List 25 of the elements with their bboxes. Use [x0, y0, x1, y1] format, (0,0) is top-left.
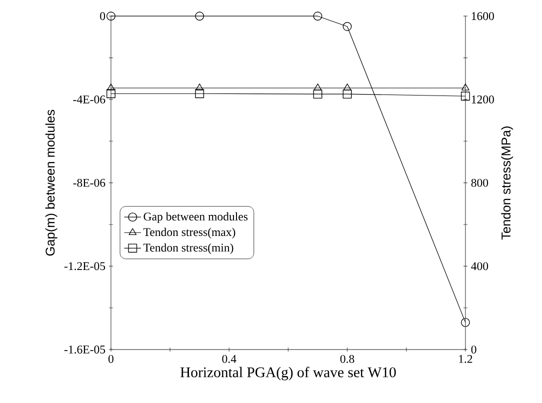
point	[460, 318, 470, 328]
y2-tick-label: 1600	[472, 12, 494, 20]
x-axis-title: Horizontal PGA(g) of wave set W10	[180, 367, 396, 381]
y2-tick-label: 1200	[472, 96, 494, 104]
y-tick-label: -8E-06	[73, 179, 106, 188]
point	[313, 12, 322, 21]
point	[106, 12, 116, 21]
legend-label: Gap between modules	[144, 212, 248, 224]
y-tick-label: -1.2E-05	[64, 262, 106, 270]
y-tick-label: 0	[100, 12, 106, 20]
y-axis-title: Gap(m) between modules	[45, 110, 58, 256]
x-tick-label: 0	[108, 355, 114, 364]
legend-label: Tendon stress(min)	[143, 244, 234, 254]
x-tick-label: 0.8	[340, 355, 354, 364]
x-tick-label: 1.2	[459, 355, 472, 364]
y2-tick-label: 400	[471, 262, 488, 270]
y2-axis-title: Tendon stress(MPa)	[501, 126, 514, 240]
point	[342, 22, 352, 32]
y-tick-label: -1.6E-05	[64, 346, 106, 354]
x-tick-label: 0.4	[222, 355, 236, 364]
y-tick-label: -4E-06	[73, 96, 106, 104]
legend-label: Tendon stress(max)	[143, 228, 236, 239]
y2-tick-label: 0	[471, 346, 476, 354]
point	[195, 12, 204, 21]
y2-tick-label: 800	[471, 179, 488, 188]
